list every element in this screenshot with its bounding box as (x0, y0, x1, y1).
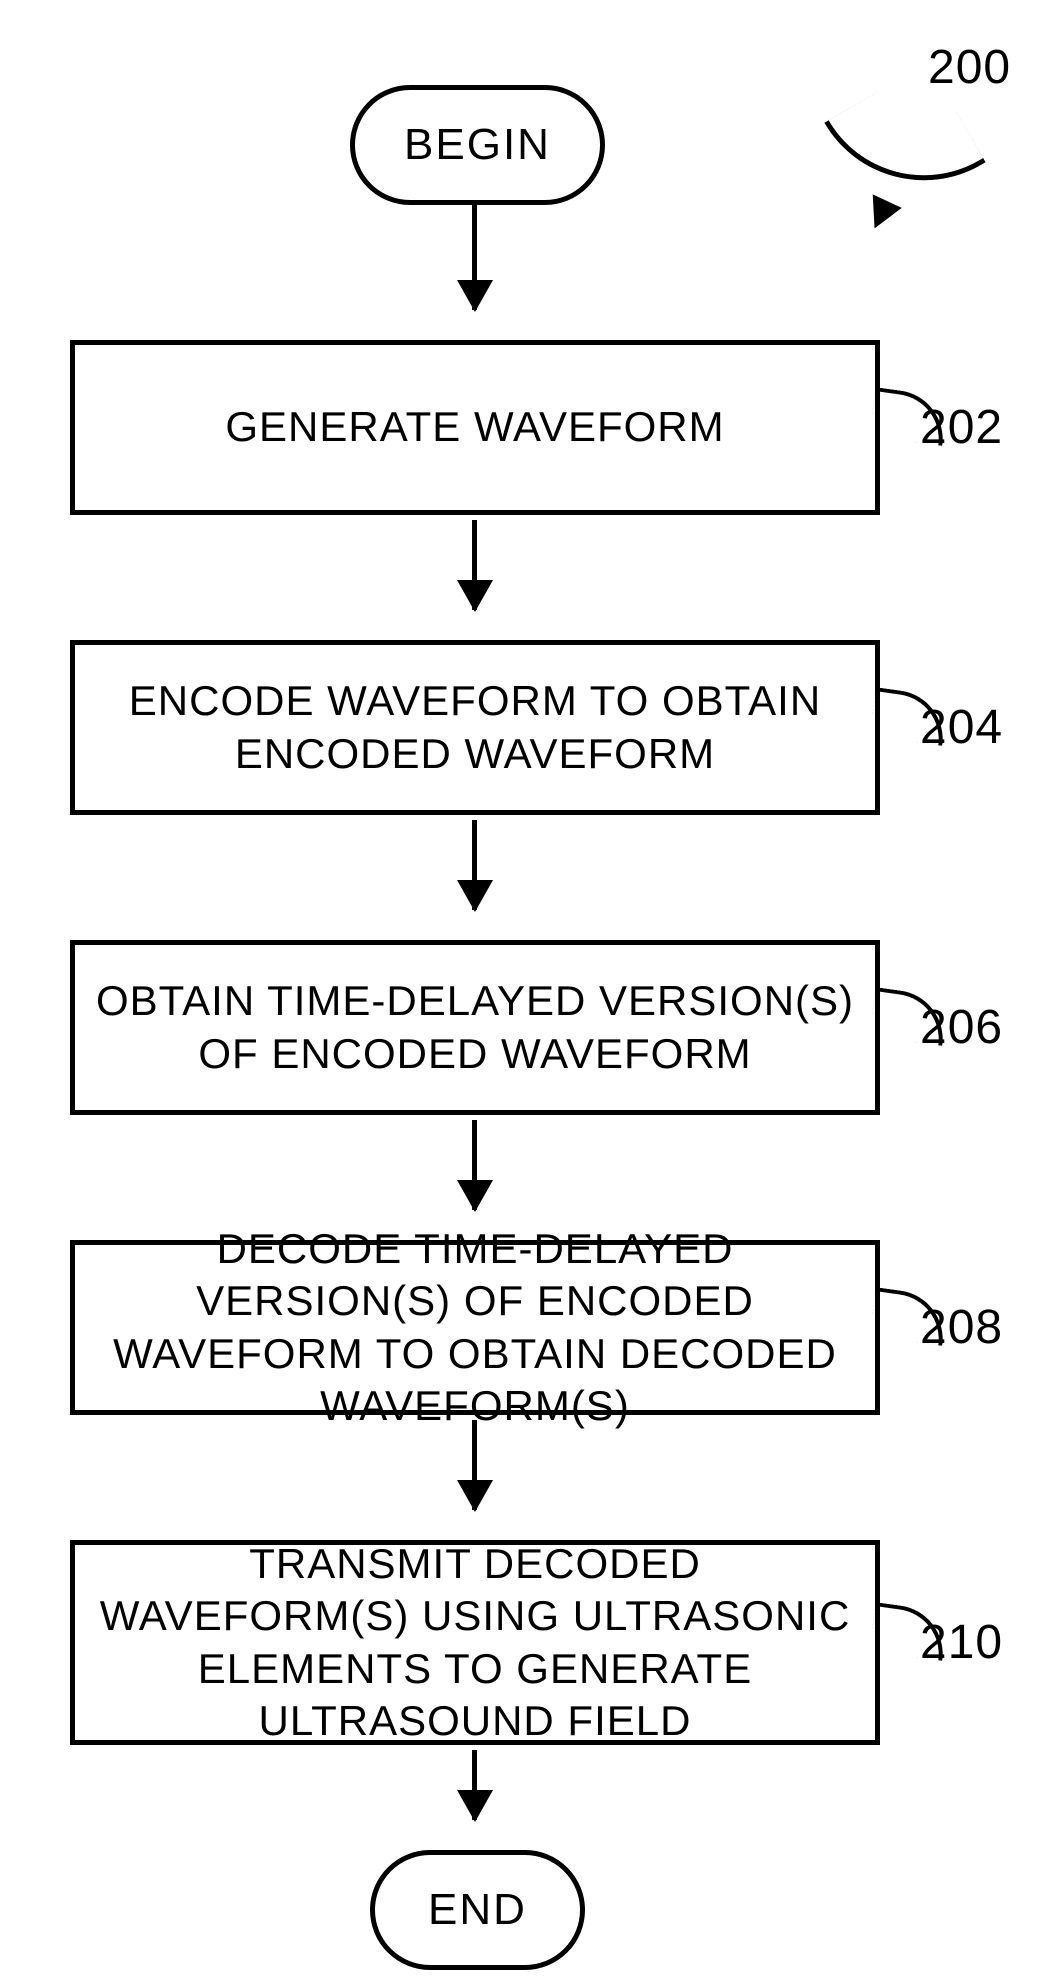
step-box-206: OBTAIN TIME-DELAYED VERSION(S) OF ENCODE… (70, 940, 880, 1115)
arrow-4 (472, 1420, 477, 1510)
ref-label-204: 204 (920, 700, 1003, 755)
terminal-begin-label: BEGIN (404, 120, 551, 170)
arrow-0 (472, 200, 477, 310)
arrow-5 (472, 1750, 477, 1820)
step-text-204: ENCODE WAVEFORM TO OBTAIN ENCODED WAVEFO… (95, 675, 855, 780)
arrow-3 (472, 1120, 477, 1210)
step-text-210: TRANSMIT DECODED WAVEFORM(S) USING ULTRA… (95, 1538, 855, 1748)
step-box-204: ENCODE WAVEFORM TO OBTAIN ENCODED WAVEFO… (70, 640, 880, 815)
terminal-end-label: END (428, 1885, 527, 1935)
step-text-202: GENERATE WAVEFORM (225, 401, 724, 454)
step-text-208: DECODE TIME-DELAYED VERSION(S) OF ENCODE… (95, 1223, 855, 1433)
step-box-210: TRANSMIT DECODED WAVEFORM(S) USING ULTRA… (70, 1540, 880, 1745)
ref-label-206: 206 (920, 1000, 1003, 1055)
terminal-end: END (370, 1850, 585, 1970)
ref-label-202: 202 (920, 400, 1003, 455)
step-text-206: OBTAIN TIME-DELAYED VERSION(S) OF ENCODE… (95, 975, 855, 1080)
arrow-1 (472, 520, 477, 610)
arrow-2 (472, 820, 477, 910)
ref-label-208: 208 (920, 1300, 1003, 1355)
step-box-202: GENERATE WAVEFORM (70, 340, 880, 515)
ref-label-210: 210 (920, 1615, 1003, 1670)
step-box-208: DECODE TIME-DELAYED VERSION(S) OF ENCODE… (70, 1240, 880, 1415)
terminal-begin: BEGIN (350, 85, 605, 205)
flowchart-canvas: 200 BEGIN GENERATE WAVEFORM 202 ENCODE W… (0, 0, 1039, 1979)
